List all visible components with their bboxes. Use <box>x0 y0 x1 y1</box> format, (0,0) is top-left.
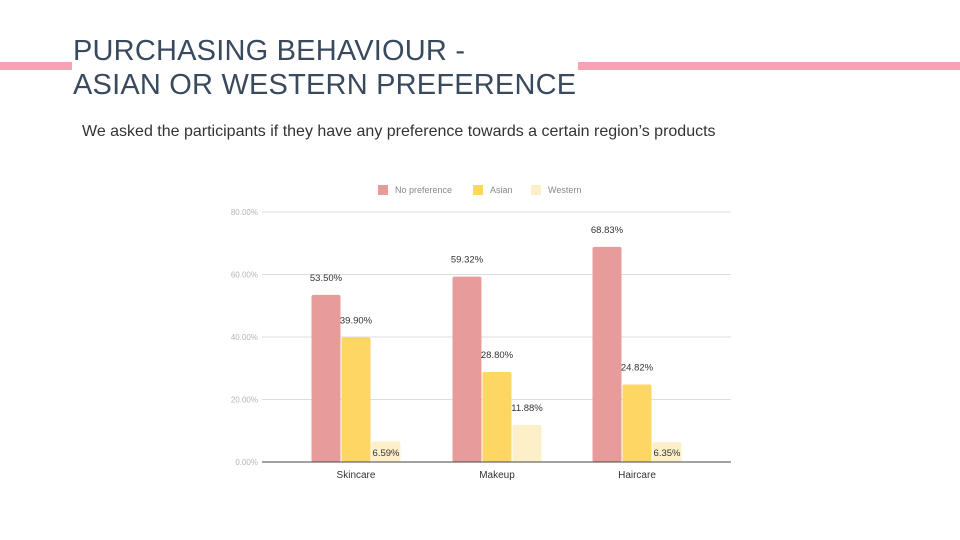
data-label: 11.88% <box>511 403 543 414</box>
data-label: 39.90% <box>340 315 373 326</box>
y-tick-label: 60.00% <box>231 271 258 280</box>
legend: No preference Asian Western <box>378 185 581 195</box>
bar-western-haircare <box>652 442 682 462</box>
page-subtitle: We asked the participants if they have a… <box>82 123 716 140</box>
x-tick-label: Haircare <box>618 470 656 481</box>
bar-no-preference-skincare <box>311 294 341 462</box>
x-tick-label: Skincare <box>337 470 376 481</box>
legend-label-western: Western <box>548 185 581 195</box>
bar-asian-skincare <box>341 337 371 462</box>
x-tick-label: Makeup <box>479 470 515 481</box>
title-accent-line-left <box>0 62 72 70</box>
page-title-line-1: PURCHASING BEHAVIOUR - <box>73 35 466 67</box>
data-label: 28.80% <box>481 350 514 361</box>
data-labels: 53.50% 39.90% 6.59% 59.32% 28.80% 11.88% 68.83… <box>310 225 681 459</box>
data-label: 59.32% <box>451 255 484 266</box>
data-label: 53.50% <box>310 273 343 284</box>
y-tick-label: 80.00% <box>231 208 258 217</box>
bar-asian-haircare <box>622 384 652 462</box>
bar-western-skincare <box>371 441 401 462</box>
y-tick-label: 40.00% <box>231 333 258 342</box>
y-tick-label: 20.00% <box>231 396 258 405</box>
data-label: 6.35% <box>654 448 681 459</box>
data-label: 68.83% <box>591 225 624 236</box>
bars <box>311 246 682 462</box>
legend-label-no-preference: No preference <box>395 185 452 195</box>
page-title-line-2: ASIAN OR WESTERN PREFERENCE <box>73 69 577 101</box>
bar-no-preference-makeup <box>452 276 482 462</box>
legend-label-asian: Asian <box>490 185 513 195</box>
data-label: 24.82% <box>621 362 654 373</box>
bar-western-makeup <box>512 424 542 462</box>
y-tick-label: 0.00% <box>235 458 258 467</box>
page-title: PURCHASING BEHAVIOUR - ASIAN OR WESTERN … <box>73 34 576 102</box>
data-label: 6.59% <box>373 448 400 459</box>
axes: 0.00% 20.00% 40.00% 60.00% 80.00% Skincare Mak… <box>231 208 731 481</box>
legend-swatch-asian <box>473 185 483 195</box>
title-accent-line-right <box>578 62 960 70</box>
bar-no-preference-haircare <box>592 246 622 462</box>
bar-asian-makeup <box>482 372 512 462</box>
legend-swatch-no-preference <box>378 185 388 195</box>
legend-swatch-western <box>531 185 541 195</box>
